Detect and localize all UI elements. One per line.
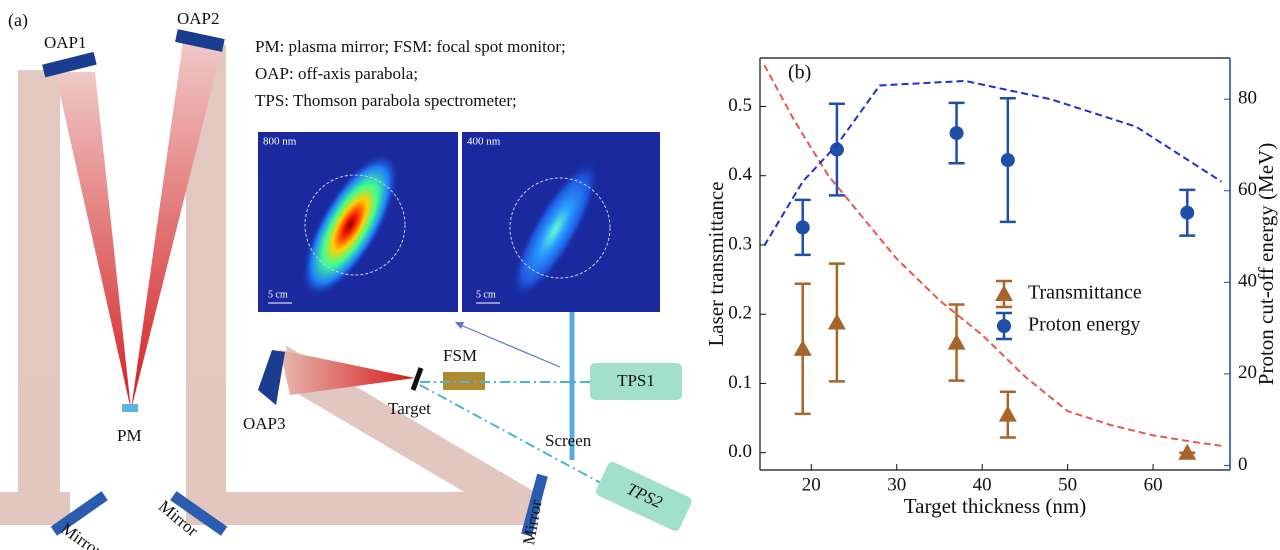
scale-label: 5 cm (268, 289, 288, 300)
legend-marker (997, 319, 1011, 333)
trend-line (764, 81, 1221, 246)
component-label: Target (388, 399, 431, 418)
note: OAP: off-axis parabola; (255, 64, 418, 83)
x-axis-label: Target thickness (nm) (904, 494, 1086, 518)
marker (828, 314, 846, 330)
y-tick-label: 0.3 (728, 233, 752, 254)
component-label: FSM (443, 346, 477, 365)
component-label: PM (117, 426, 142, 445)
marker (999, 406, 1017, 422)
annotation: (b) (788, 62, 811, 84)
marker (794, 340, 812, 356)
focus-cone (55, 72, 131, 410)
x-tick-label: 20 (802, 474, 821, 495)
scale-label: 5 cm (476, 289, 496, 300)
x-tick-label: 50 (1058, 474, 1077, 495)
legend-marker (995, 285, 1013, 301)
beam (0, 492, 70, 525)
target-foil (413, 368, 421, 390)
y-tick-label: 0.5 (728, 95, 752, 116)
x-tick-label: 30 (887, 474, 906, 495)
marker (950, 126, 964, 140)
panel-label: (a) (8, 10, 28, 31)
marker (1001, 153, 1015, 167)
component-label: Mirror (57, 519, 105, 550)
marker (796, 220, 810, 234)
inset-label: 400 nm (467, 136, 501, 148)
marker (1180, 206, 1194, 220)
legend-label: Proton energy (1028, 314, 1140, 336)
y-tick-label: 0.0 (728, 441, 752, 462)
figure: (a) PM: plasma mirror; FSM: focal spot m… (0, 0, 1280, 550)
y-tick-label: 0.4 (728, 164, 752, 185)
marker (948, 334, 966, 350)
component-label: OAP1 (44, 33, 87, 52)
oap3-optic (258, 350, 285, 405)
beam (18, 70, 60, 525)
y2-tick-label: 80 (1238, 88, 1257, 109)
inset-label: 800 nm (263, 136, 297, 148)
component-label: Screen (545, 431, 592, 450)
trend-line (764, 65, 1221, 446)
legend-label: Transmittance (1028, 282, 1142, 304)
note: PM: plasma mirror; FSM: focal spot monit… (255, 37, 566, 56)
note: TPS: Thomson parabola spectrometer; (255, 91, 517, 110)
page: {"diagram": {"panel_label": "(a)", "note… (0, 0, 1280, 550)
y2-axis-label: Proton cut-off energy (MeV) (1254, 143, 1278, 385)
component-label: TPS1 (617, 371, 655, 390)
component-label: OAP3 (243, 414, 286, 433)
component-label: OAP2 (177, 9, 220, 28)
x-tick-label: 40 (973, 474, 992, 495)
y-tick-label: 0.2 (728, 303, 752, 324)
y-axis-label: Laser transmittance (704, 181, 728, 346)
y-tick-label: 0.1 (728, 372, 752, 393)
y2-tick-label: 0 (1238, 454, 1248, 475)
x-tick-label: 60 (1144, 474, 1163, 495)
pm-optic (122, 404, 138, 412)
